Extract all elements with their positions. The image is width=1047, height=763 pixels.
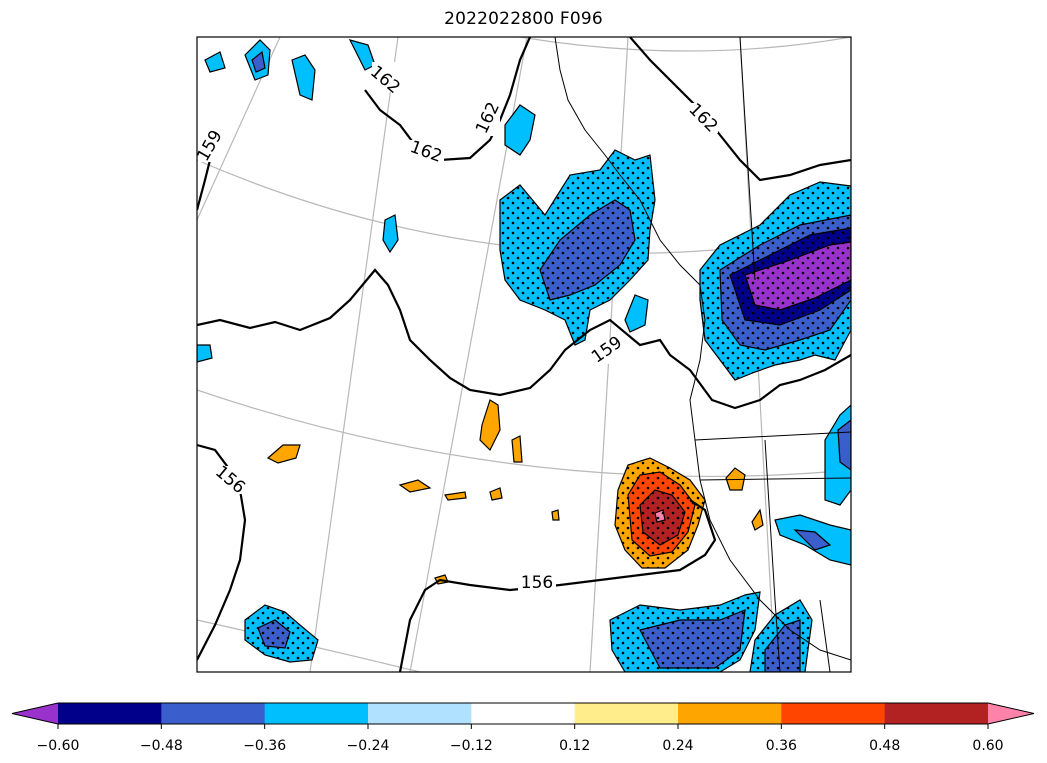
colorbar-bin: [368, 703, 472, 724]
colorbar-bin: [781, 703, 886, 724]
colorbar-bin: [678, 703, 782, 724]
coastlines: [554, 37, 851, 672]
contour-label: 156: [521, 573, 553, 593]
colorbar-bin: [58, 703, 162, 724]
map-frame: [196, 36, 852, 673]
colorbar-tick-label: 0.12: [559, 738, 590, 754]
height-contours: [197, 37, 851, 672]
map-title: 2022022800 F096: [444, 9, 603, 29]
colorbar-tick-label: −0.48: [140, 738, 183, 754]
colorbar-bin: [161, 703, 266, 724]
colorbar-bin: [574, 703, 679, 724]
colorbar-tick-label: −0.60: [37, 738, 80, 754]
colorbar-tick-label: 0.48: [869, 738, 900, 754]
colorbar-tick-label: 0.60: [972, 738, 1003, 754]
colorbar-tick-label: 0.24: [662, 738, 693, 754]
colorbar-bin: [264, 703, 369, 724]
colorbar-tick-label: −0.36: [243, 738, 286, 754]
colorbar-bin: [471, 703, 576, 724]
colorbar-tick-label: −0.12: [450, 738, 493, 754]
colorbar-extend-min: [12, 703, 58, 724]
colorbar-bin: [884, 703, 989, 724]
colorbar-tick-label: −0.24: [347, 738, 390, 754]
colorbar-extend-max: [988, 703, 1034, 724]
colorbar-tick-label: 0.36: [766, 738, 797, 754]
contour-labels: 162 162 162 162 159 159 156 156: [197, 62, 722, 593]
shaded-field: [197, 39, 851, 672]
